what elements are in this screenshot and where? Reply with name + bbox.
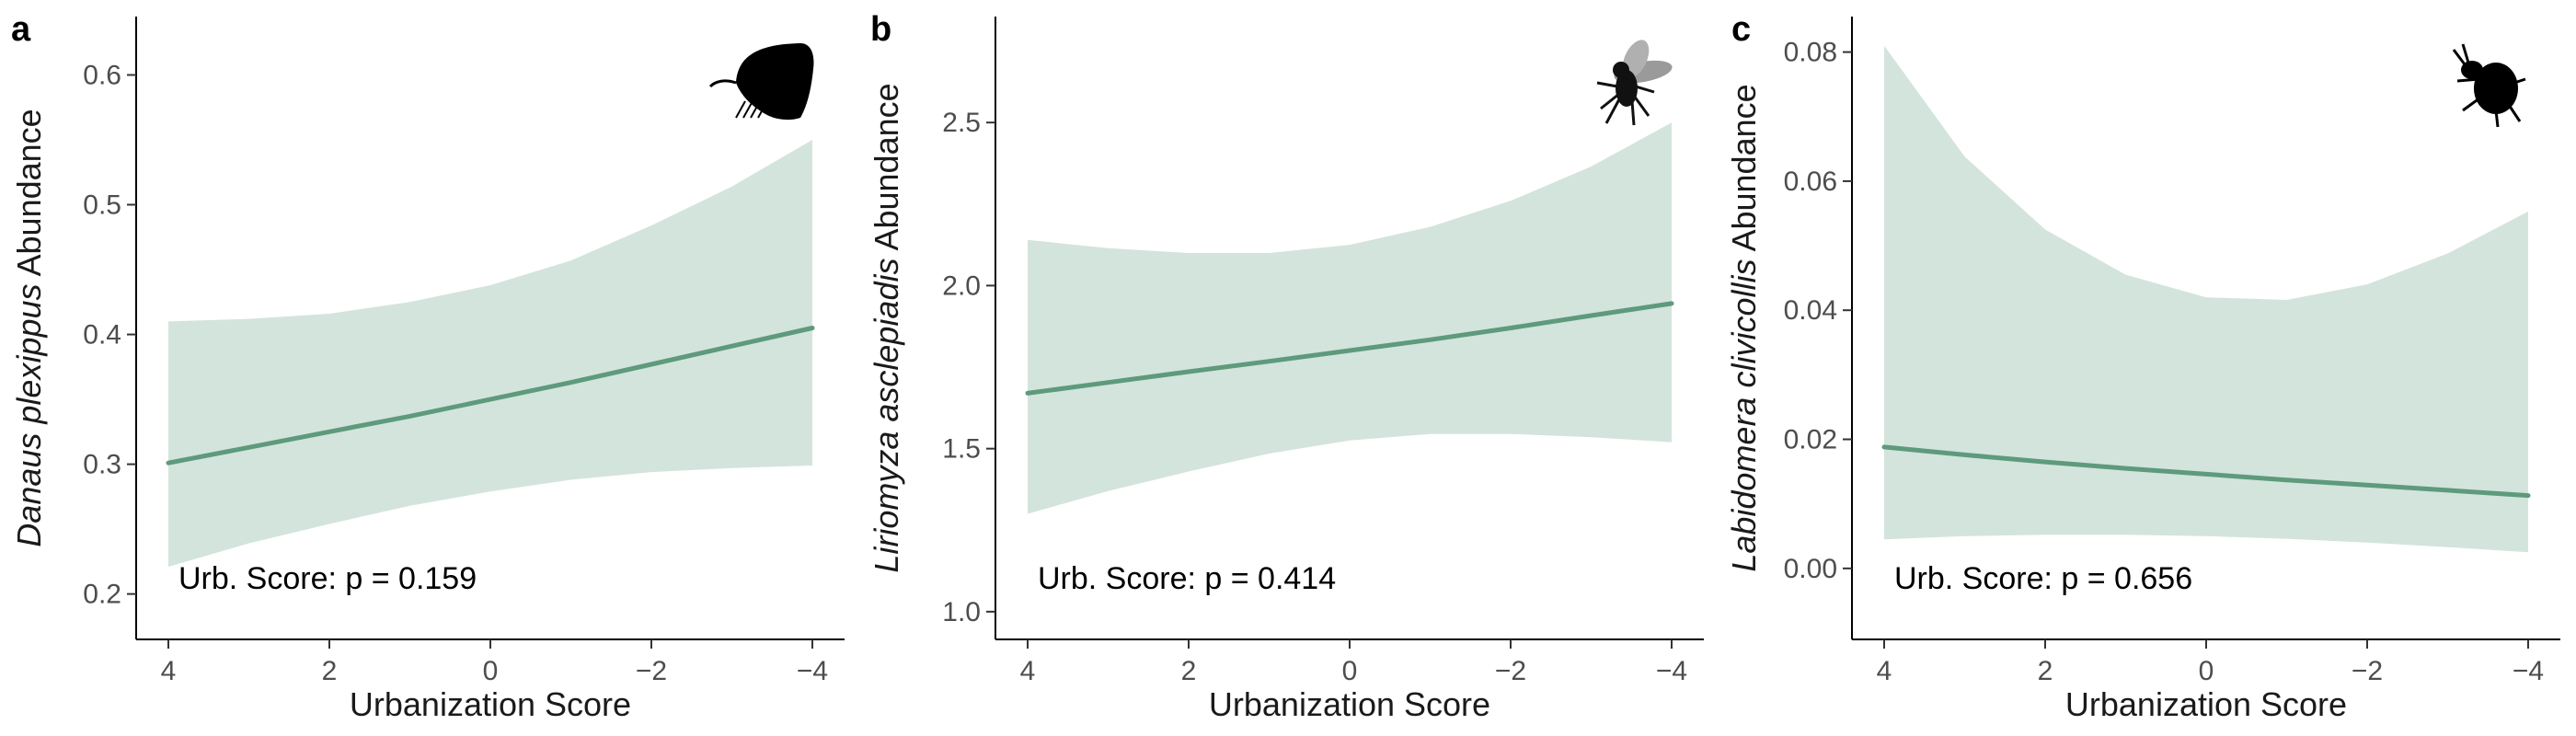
x-tick-label: 2 [2038,656,2053,686]
y-tick-label: 1.5 [942,434,981,465]
y-tick-label: 0.02 [1784,425,1837,455]
y-tick-label: 2.0 [942,270,981,301]
x-tick-label: 0 [2199,656,2214,686]
x-tick-label: 4 [1877,656,1892,686]
y-axis-title: Danaus plexippus Abundance [10,109,48,546]
confidence-band [1884,45,2528,553]
x-tick-label: 0 [483,656,499,686]
fit-line [166,326,815,466]
panel-b: 1.0 1.5 2.0 2.5 4 2 0 −2 −4 Urbanization Score Lir… [868,10,1704,723]
butterfly-antenna [708,79,737,88]
species-name: Labidomera clivicollis [1725,259,1763,572]
x-tick-label: −4 [797,656,828,686]
beetle-head [2461,61,2483,79]
fly-leg [1635,85,1655,94]
beetle-leg [2507,104,2522,122]
panel-letter: c [1731,10,1751,49]
panel-c: 0.00 0.02 0.04 0.06 0.08 4 2 0 −2 −4 Urbanization … [1725,10,2560,723]
butterfly-icon [708,43,814,121]
butterfly-leg [750,100,761,119]
x-tick-label: 0 [1342,656,1358,686]
y-tick-label: 0.5 [83,190,121,221]
butterfly-leg [735,100,746,119]
beetle-icon [2452,43,2526,128]
y-tick-label: 0.4 [83,320,121,351]
fit-line [1025,301,1674,396]
p-value-annotation: Urb. Score: p = 0.414 [1038,561,1336,596]
fly-icon [1596,40,1673,126]
beetle-body [2474,63,2518,114]
y-axis-title-rest: Abundance [868,83,905,258]
x-tick-label: −2 [2352,656,2383,686]
confidence-band [168,140,812,567]
fit-line [1881,444,2531,499]
fly-leg [1596,81,1618,88]
y-tick-label: 0.08 [1784,38,1837,68]
x-tick-label: −2 [1495,656,1526,686]
y-tick-label: 0.2 [83,580,121,610]
species-name: Liriomyza asclepiadis [868,259,905,573]
beetle-antenna [2452,43,2470,65]
fly-leg [1630,100,1636,126]
fly-body [1616,70,1638,107]
y-tick-label: 0.00 [1784,554,1837,584]
x-tick-label: 4 [1020,656,1036,686]
fly-leg [1600,92,1620,110]
y-tick-label: 0.04 [1784,295,1837,326]
x-tick-label: 2 [1181,656,1197,686]
butterfly-leg [757,100,768,119]
fly-wing [1622,40,1650,78]
p-value-annotation: Urb. Score: p = 0.656 [1894,561,2192,596]
butterfly-leg [742,100,753,119]
x-axis-title: Urbanization Score [1209,685,1490,723]
x-tick-label: −4 [1656,656,1687,686]
species-name: Danaus plexippus [10,283,48,546]
fly-leg [1604,98,1621,124]
beetle-leg [2462,94,2484,112]
beetle-leg [2456,77,2480,83]
x-tick-label: 4 [161,656,177,686]
x-tick-label: 2 [322,656,338,686]
x-tick-label: −2 [636,656,667,686]
y-tick-label: 0.6 [83,60,121,90]
fly-leg [1632,95,1650,117]
y-tick-label: 2.5 [942,108,981,138]
x-axis-title: Urbanization Score [350,685,631,723]
panel-a: 0.2 0.3 0.4 0.5 0.6 4 2 0 −2 −4 Urbanization Score… [10,10,845,723]
y-tick-label: 1.0 [942,597,981,627]
beetle-leg [2513,77,2526,85]
beetle-leg [2494,109,2500,128]
y-axis-title: Liriomyza asclepiadis Abundance [868,83,905,572]
y-tick-label: 0.06 [1784,167,1837,197]
x-tick-label: −4 [2513,656,2544,686]
confidence-band [1028,122,1672,514]
panel-letter: b [870,10,891,49]
y-axis-title-rest: Abundance [1725,84,1763,259]
y-tick-label: 0.3 [83,450,121,480]
fly-head [1613,62,1629,78]
y-axis-title-rest: Abundance [10,109,48,283]
panel-letter: a [11,10,31,49]
butterfly-wing [736,43,814,121]
p-value-annotation: Urb. Score: p = 0.159 [178,561,477,596]
y-axis-title: Labidomera clivicollis Abundance [1725,84,1763,571]
x-axis-title: Urbanization Score [2065,685,2347,723]
